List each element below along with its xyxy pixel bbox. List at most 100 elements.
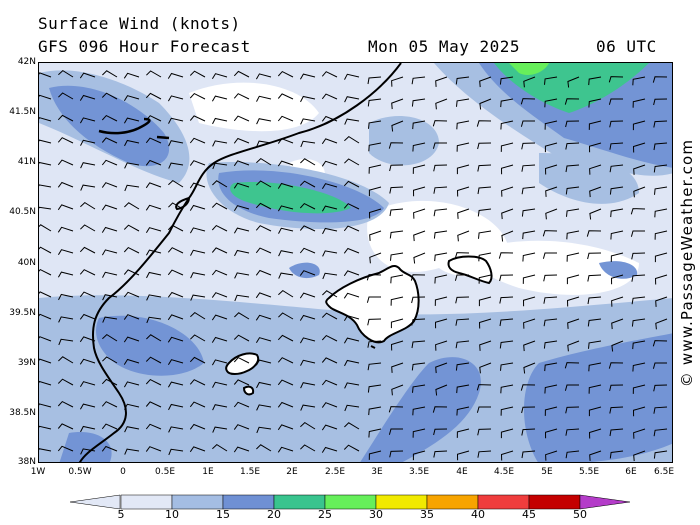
colorbar-label: 30 — [369, 508, 383, 521]
wind-barb — [433, 208, 448, 217]
wind-barb — [300, 421, 316, 430]
wind-barb — [101, 401, 118, 408]
wind-barb — [366, 274, 382, 281]
wind-barb — [435, 340, 448, 351]
wind-barb — [499, 296, 514, 304]
wind-barb — [167, 336, 184, 343]
wind-barb — [435, 98, 448, 110]
wind-barb — [80, 139, 96, 146]
wind-barb — [145, 378, 162, 386]
wind-barb — [413, 208, 426, 219]
wind-barb — [632, 76, 646, 86]
wind-barb — [654, 230, 668, 240]
wind-barb — [167, 314, 184, 321]
wind-barb — [412, 164, 426, 174]
wind-barb — [321, 334, 338, 342]
wind-barb — [566, 274, 580, 285]
wind-barb — [321, 205, 338, 212]
ibiza-island — [225, 352, 260, 375]
wind-barb — [189, 379, 206, 386]
wind-barb — [411, 318, 426, 326]
wind-barb — [123, 95, 140, 102]
wind-barb — [39, 403, 52, 408]
wind-barb — [412, 384, 426, 393]
wind-barb — [256, 157, 272, 166]
wind-barb — [633, 164, 646, 175]
wind-barb — [211, 269, 228, 276]
map-title: Surface Wind (knots) — [38, 14, 241, 33]
wind-barb — [477, 186, 492, 195]
wind-barb — [233, 424, 250, 430]
wind-barb — [589, 450, 602, 461]
wind-barb — [477, 428, 492, 436]
wind-barb — [565, 406, 580, 414]
wind-barb — [167, 95, 184, 102]
wind-barb — [79, 291, 96, 298]
wind-barb — [413, 230, 426, 242]
wind-barb — [255, 292, 272, 299]
wind-barb — [278, 289, 294, 298]
wind-barb — [655, 296, 668, 307]
wind-barb — [653, 142, 668, 151]
wind-barb — [101, 249, 118, 256]
wind-barb — [369, 230, 382, 241]
wind-barb — [501, 186, 514, 197]
wind-barb — [322, 290, 338, 298]
wind-barb — [456, 428, 470, 438]
wind-barb — [145, 423, 162, 430]
colorbar-label: 45 — [522, 508, 536, 521]
x-tick-label: 3.5E — [409, 467, 429, 477]
wind-barb — [277, 93, 294, 100]
wind-barb — [255, 73, 272, 80]
y-tick-label: 41.5N — [9, 107, 36, 117]
wind-barb — [145, 159, 162, 166]
wind-barb — [523, 362, 536, 374]
wind-barb — [632, 406, 646, 417]
wind-barb — [211, 292, 228, 298]
wind-barb — [123, 72, 140, 79]
wind-barb — [478, 252, 492, 262]
wind-barb — [411, 98, 426, 107]
wind-barb — [544, 428, 558, 439]
wind-barb — [542, 230, 558, 237]
wind-barb — [566, 252, 580, 262]
wind-barb — [123, 314, 140, 320]
wind-barb — [456, 164, 470, 175]
wind-barb — [299, 202, 316, 210]
wind-barb — [39, 206, 52, 210]
wind-barb — [390, 340, 404, 351]
wind-barb — [411, 362, 426, 371]
wind-barb — [80, 425, 96, 433]
wind-barb — [500, 406, 514, 416]
wind-barb — [233, 182, 250, 189]
colorbar-high-arrow — [579, 494, 631, 510]
wind-barb — [367, 98, 382, 107]
wind-barb — [478, 274, 492, 284]
wind-barb — [256, 180, 272, 188]
wind-barb — [565, 428, 580, 436]
wind-barb — [322, 227, 338, 235]
wind-barb — [101, 423, 118, 430]
wind-barb — [233, 70, 250, 78]
wind-barb — [234, 312, 250, 320]
wind-barb — [277, 138, 294, 144]
wind-map — [38, 62, 673, 463]
wind-barb — [101, 204, 118, 211]
wind-barb — [411, 296, 426, 304]
wind-barb — [567, 340, 580, 352]
colorbar-cell — [528, 494, 581, 510]
wind-barb — [233, 356, 250, 364]
wind-barb — [299, 225, 316, 232]
wind-barb — [588, 362, 602, 372]
wind-barb — [344, 158, 360, 166]
wind-barb — [278, 227, 294, 234]
wind-barb — [102, 70, 118, 78]
wind-barb — [479, 340, 492, 351]
x-tick-label: 5.5E — [579, 467, 599, 477]
wind-barb — [57, 400, 74, 408]
wind-barb — [321, 115, 338, 122]
colorbar-cell — [171, 494, 224, 510]
wind-barb — [523, 318, 536, 329]
wind-barb — [212, 381, 228, 388]
wind-barb — [344, 422, 360, 430]
